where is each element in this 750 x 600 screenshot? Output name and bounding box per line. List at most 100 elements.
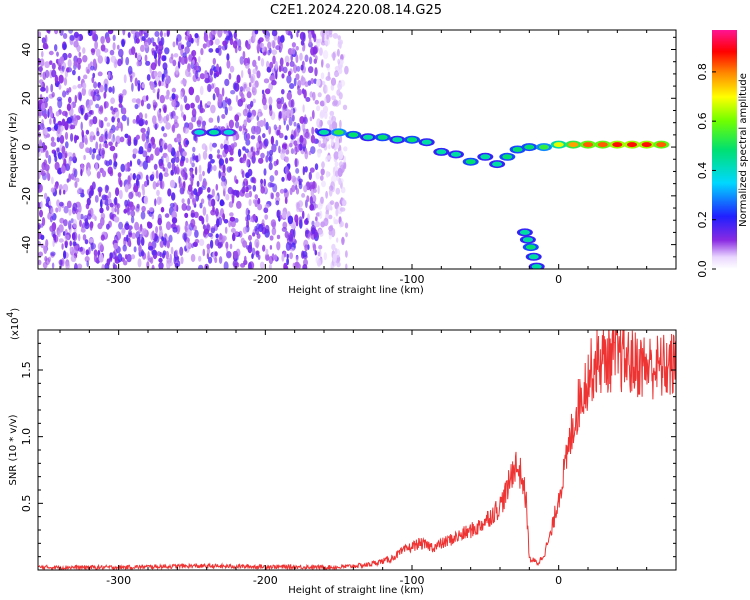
noise-blob	[226, 53, 230, 61]
noise-blob	[84, 256, 90, 262]
noise-blob	[129, 204, 136, 211]
noise-blob	[140, 44, 145, 53]
noise-blob	[225, 193, 230, 201]
noise-blob	[288, 116, 293, 126]
noise-blob	[133, 185, 139, 193]
noise-blob	[301, 193, 306, 198]
noise-blob	[204, 145, 208, 153]
spectrogram-ridge	[191, 128, 670, 269]
noise-blob	[169, 56, 174, 64]
noise-blob	[231, 194, 235, 204]
noise-blob	[156, 251, 161, 257]
noise-blob	[286, 144, 290, 151]
noise-blob	[244, 148, 249, 154]
noise-blob	[215, 233, 219, 239]
noise-blob	[72, 202, 78, 212]
noise-blob	[268, 82, 274, 91]
noise-blob	[260, 178, 264, 185]
noise-blob	[149, 153, 154, 161]
noise-blob	[251, 154, 256, 164]
noise-blob	[191, 243, 194, 249]
noise-blob	[239, 56, 244, 65]
noise-blob	[159, 145, 163, 153]
noise-blob	[318, 229, 324, 235]
noise-blob	[86, 197, 91, 206]
noise-blob	[252, 59, 257, 67]
noise-blob	[300, 39, 305, 46]
noise-blob	[290, 98, 295, 109]
noise-blob	[312, 46, 318, 55]
noise-blob	[125, 221, 129, 227]
noise-blob	[60, 165, 66, 174]
noise-blob	[76, 57, 83, 65]
noise-blob	[276, 129, 279, 136]
noise-blob	[100, 199, 103, 209]
noise-blob	[110, 106, 114, 111]
branch-point	[519, 229, 530, 235]
noise-blob	[66, 178, 70, 183]
noise-blob	[114, 256, 119, 261]
noise-blob	[211, 188, 215, 198]
noise-blob	[147, 251, 150, 261]
noise-blob	[335, 208, 339, 217]
noise-blob	[212, 142, 217, 148]
noise-blob	[163, 55, 167, 61]
noise-blob	[101, 149, 105, 156]
noise-blob	[316, 78, 321, 87]
noise-blob	[156, 91, 160, 100]
noise-blob	[291, 42, 296, 48]
noise-blob	[325, 85, 328, 94]
noise-blob	[131, 232, 137, 239]
noise-blob	[215, 183, 219, 191]
noise-blob	[132, 153, 137, 159]
noise-blob	[283, 262, 288, 269]
noise-blob	[91, 76, 95, 84]
noise-blob	[64, 234, 70, 241]
ridge-point	[597, 142, 608, 148]
noise-blob	[254, 126, 260, 135]
noise-blob	[206, 243, 211, 250]
noise-blob	[90, 109, 94, 116]
noise-blob	[108, 191, 112, 199]
noise-blob	[171, 100, 177, 108]
noise-blob	[154, 198, 157, 207]
noise-blob	[202, 206, 207, 216]
noise-blob	[68, 158, 72, 167]
noise-blob	[256, 43, 261, 53]
noise-blob	[284, 156, 289, 163]
noise-blob	[215, 47, 220, 54]
noise-blob	[279, 188, 285, 194]
noise-blob	[129, 75, 133, 83]
noise-blob	[284, 135, 288, 140]
noise-blob	[59, 134, 65, 144]
noise-blob	[258, 157, 264, 164]
noise-blob	[268, 263, 272, 269]
noise-blob	[154, 147, 160, 156]
spectrogram-y-axis-label: Frequency (Hz)	[8, 112, 19, 188]
noise-blob	[223, 30, 227, 35]
noise-blob	[284, 196, 288, 205]
noise-blob	[267, 41, 272, 49]
noise-blob	[271, 227, 277, 236]
noise-blob	[80, 107, 84, 116]
noise-blob	[298, 207, 303, 213]
noise-blob	[196, 120, 202, 125]
ridge-point	[553, 142, 564, 148]
noise-blob	[53, 150, 57, 158]
noise-blob	[244, 255, 247, 262]
noise-blob	[273, 124, 277, 131]
noise-blob	[140, 236, 145, 246]
noise-blob	[173, 122, 179, 129]
noise-blob	[232, 232, 236, 242]
noise-blob	[265, 248, 269, 255]
noise-blob	[152, 115, 157, 125]
noise-blob	[121, 227, 126, 234]
noise-blob	[314, 67, 318, 77]
noise-blob	[198, 264, 204, 269]
noise-blob	[246, 43, 251, 50]
noise-blob	[58, 184, 63, 191]
noise-blob	[235, 94, 239, 103]
branch-point	[525, 244, 536, 250]
noise-blob	[165, 122, 171, 130]
noise-blob	[300, 64, 304, 71]
